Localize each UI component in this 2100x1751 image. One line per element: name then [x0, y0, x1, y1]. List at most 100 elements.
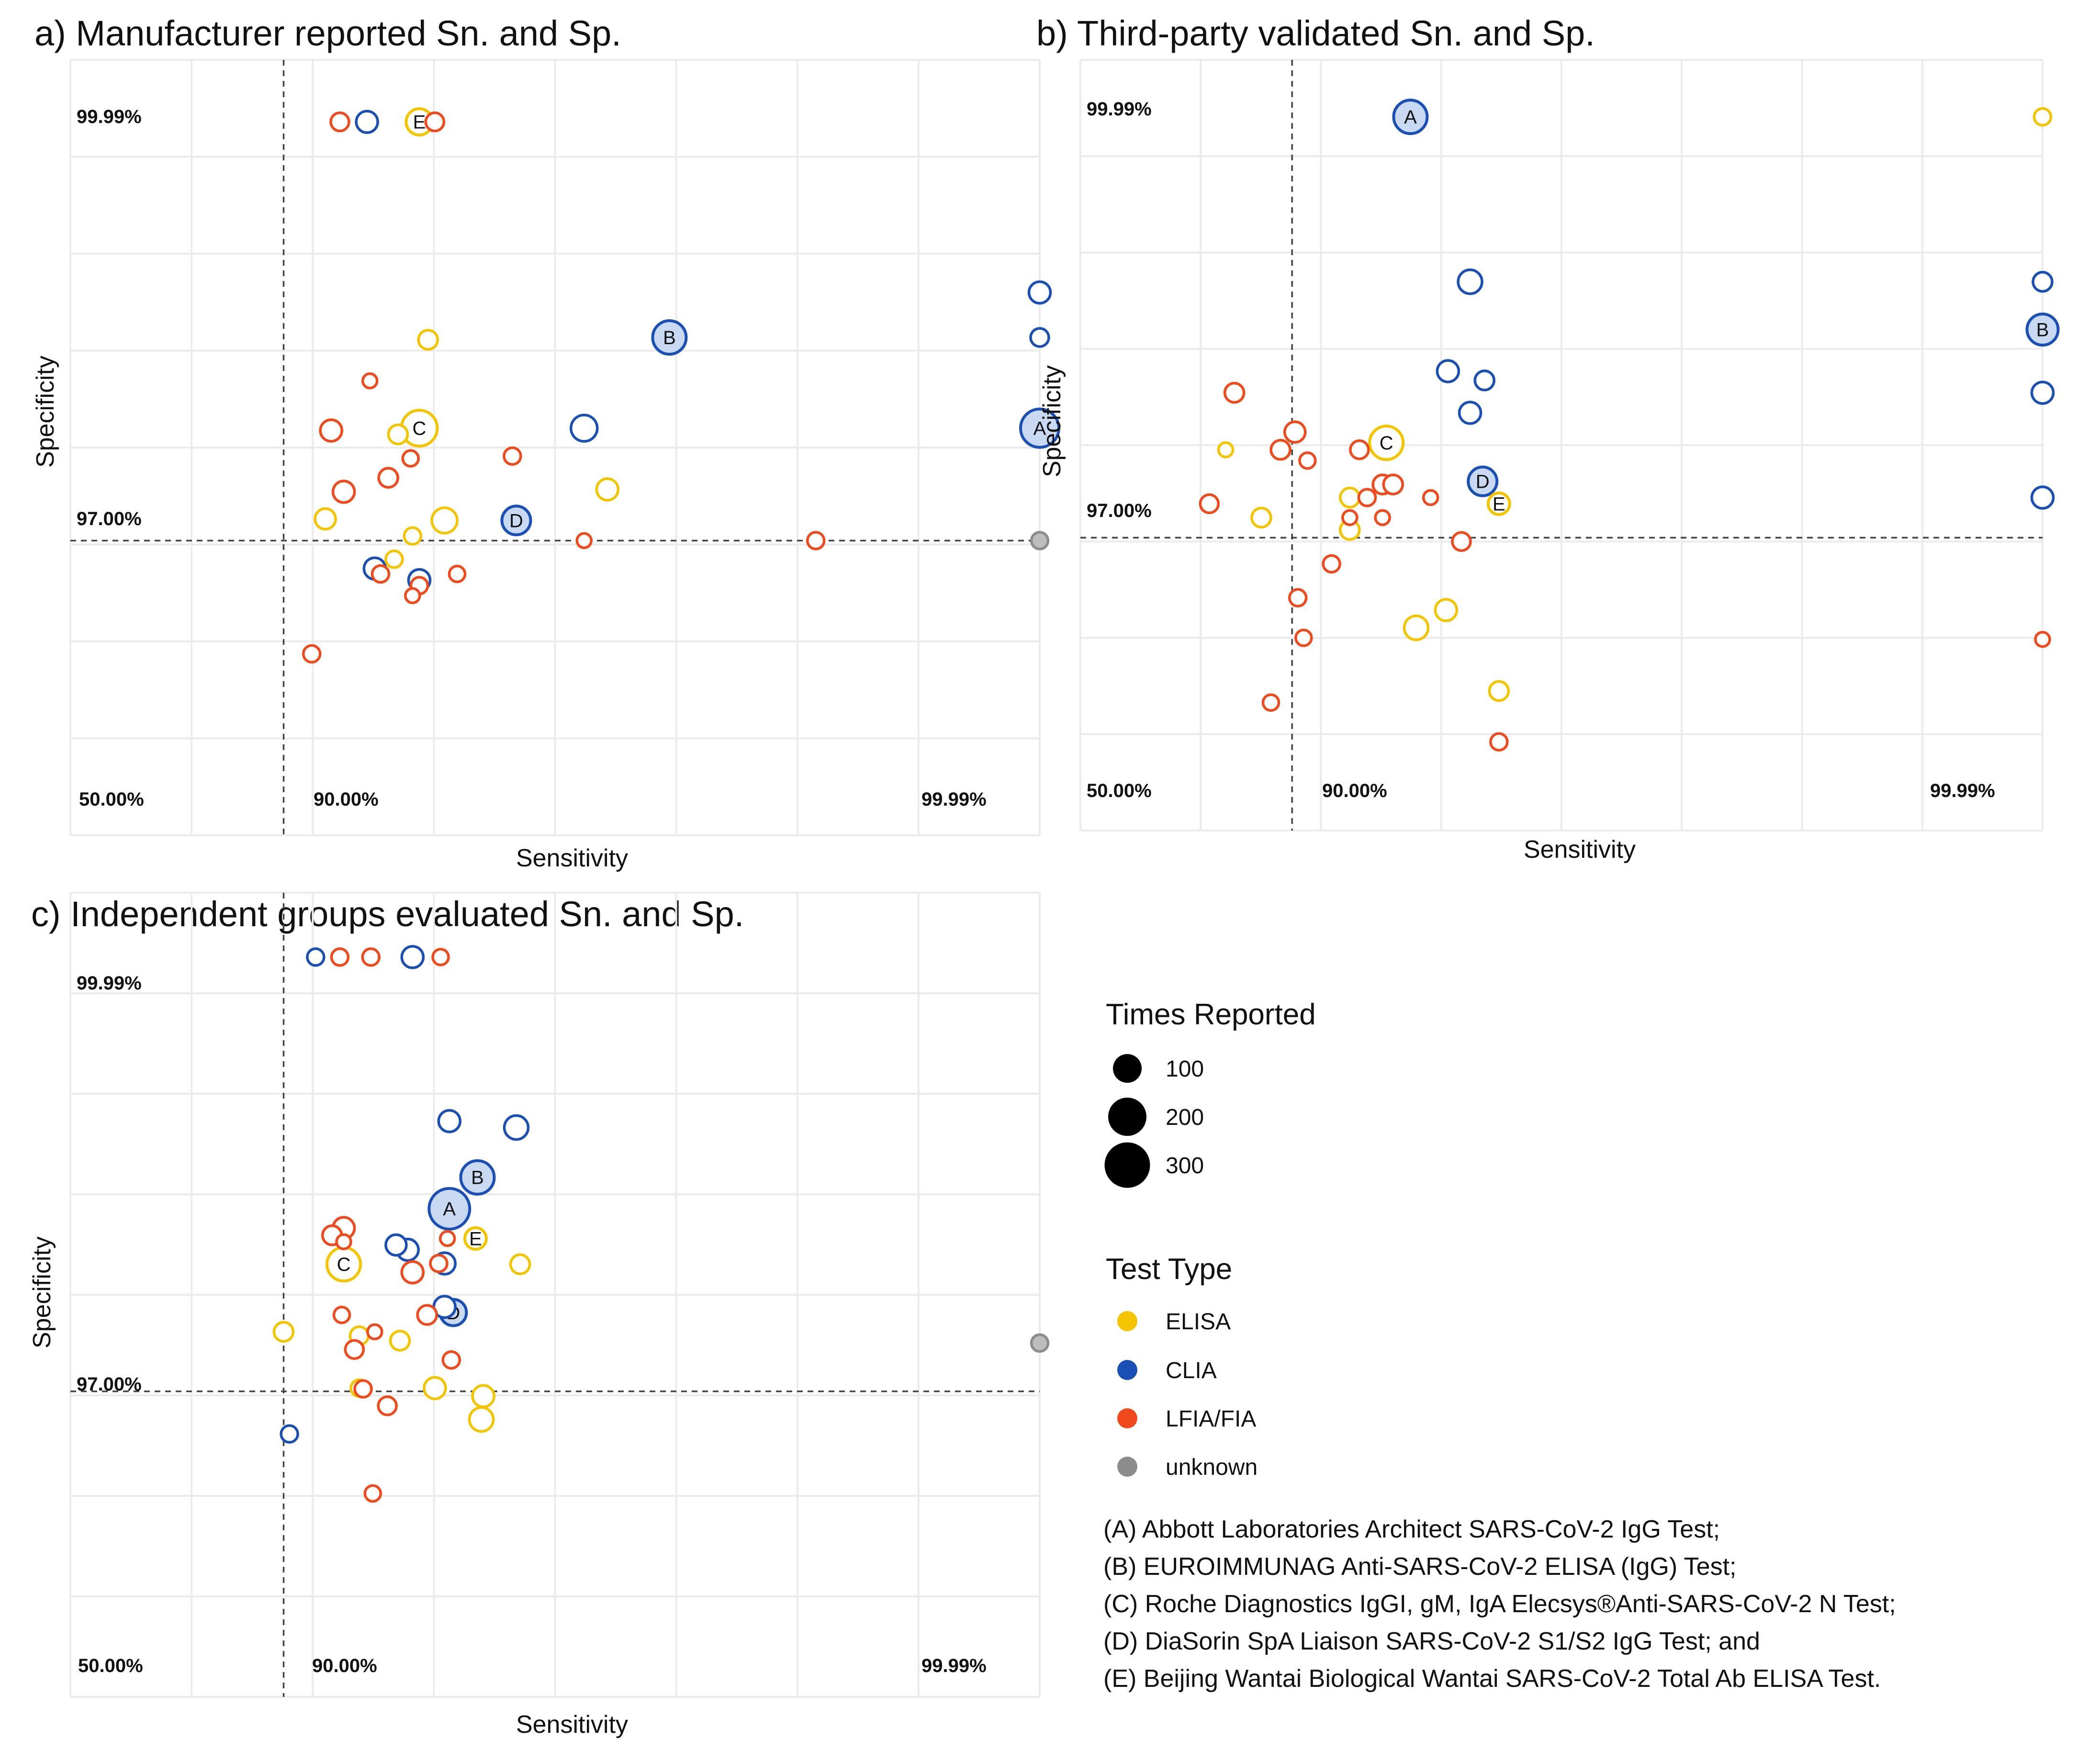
panel-c-x-tick-left: 50.00%: [78, 1655, 143, 1676]
legend-color-label: CLIA: [1166, 1358, 1217, 1383]
legend-footnotes: (A) Abbott Laboratories Architect SARS-C…: [1103, 1515, 1896, 1693]
data-point: [332, 1305, 351, 1324]
data-point: [366, 1323, 383, 1341]
panel-c-grid: [69, 892, 1041, 1698]
data-point: [335, 1233, 352, 1250]
data-point-label: B: [663, 327, 676, 348]
data-point: [437, 1109, 462, 1134]
data-point: [1223, 382, 1246, 404]
panel-b-y-tick-top: 99.99%: [1087, 99, 1152, 120]
data-point: [417, 329, 439, 351]
data-point: [1488, 680, 1510, 702]
data-point: [1298, 451, 1317, 470]
data-point-label: D: [1476, 471, 1490, 493]
panel-b-points: A C B DE: [1199, 99, 2060, 752]
data-point: [272, 1321, 295, 1343]
panel-b-y-axis-label: Specificity: [1038, 365, 1066, 477]
data-point: [2032, 270, 2054, 293]
data-point: [329, 111, 350, 133]
data-point: [1403, 614, 1430, 641]
data-point: [1322, 554, 1341, 574]
data-point: [302, 644, 322, 664]
data-point: [1451, 531, 1472, 552]
data-point: [2025, 313, 2060, 347]
legend-color-label: ELISA: [1166, 1309, 1231, 1335]
data-point: [389, 1330, 411, 1352]
panel-a-y-tick-top: 99.99%: [77, 106, 142, 127]
data-point: [1294, 629, 1313, 647]
data-point: [1473, 370, 1495, 392]
data-point: [1357, 488, 1377, 507]
panel-a-y-axis-label: Specificity: [32, 356, 59, 468]
data-point-label: B: [471, 1167, 484, 1189]
data-point: [377, 467, 399, 489]
legend-size-label: 100: [1166, 1056, 1204, 1082]
footnote-b: (B) EUROIMMUNAG Anti-SARS-CoV-2 ELISA (I…: [1103, 1553, 1736, 1581]
data-point: [1199, 493, 1220, 515]
data-point: [503, 1114, 530, 1141]
data-point: [595, 477, 620, 502]
data-point: [384, 550, 404, 569]
data-point: [1436, 359, 1460, 383]
data-point: [1261, 693, 1280, 712]
data-point-label: A: [443, 1199, 456, 1220]
data-point-label: C: [337, 1254, 351, 1275]
panel-b-x-tick-right: 99.99%: [1930, 780, 1995, 801]
data-point: [331, 480, 356, 504]
panel-b-x-axis-label: Sensitivity: [1524, 836, 1636, 864]
data-point: [1489, 732, 1509, 752]
panel-a-x-tick-right: 99.99%: [921, 789, 987, 810]
data-point: [429, 1254, 449, 1273]
legend-size-key: [1113, 1054, 1142, 1083]
data-point: [570, 414, 599, 443]
panel-a-grid: [69, 59, 1041, 836]
legend-color-key: [1117, 1457, 1137, 1477]
data-point: [438, 1230, 456, 1247]
data-point: [2033, 107, 2053, 127]
legend-color-label: LFIA/FIA: [1166, 1406, 1256, 1432]
data-point: [404, 587, 421, 605]
data-point: [1027, 280, 1052, 305]
data-point: [2034, 630, 2051, 648]
data-point: [1457, 268, 1483, 295]
data-point: [1349, 439, 1370, 460]
legend: Times Reported 100 200 300 Test Type ELISA…: [1103, 998, 1896, 1693]
data-point: [1019, 407, 1060, 449]
data-point: [403, 526, 423, 546]
data-point: [306, 947, 326, 967]
panel-a: a) Manufacturer reported Sn. and Sp. A C B…: [32, 13, 1060, 872]
data-point: [1288, 588, 1308, 608]
data-point: [401, 449, 420, 468]
data-point: [400, 945, 425, 969]
data-point: [330, 947, 350, 967]
data-point: [424, 111, 446, 133]
footnote-d: (D) DiaSorin SpA Liaison SARS-CoV-2 S1/S…: [1103, 1628, 1760, 1655]
panel-c-y-axis-label: Specificity: [28, 1236, 56, 1348]
data-point: [423, 1376, 447, 1401]
data-point: [441, 1350, 461, 1370]
data-point-label: A: [1033, 418, 1046, 439]
data-point: [1341, 509, 1359, 527]
panel-a-x-axis-label: Sensitivity: [516, 844, 628, 872]
data-point: [353, 1379, 373, 1399]
data-point: [361, 947, 381, 967]
legend-size-key: [1108, 1098, 1146, 1136]
panel-b-grid: [1079, 59, 2044, 831]
footnote-c: (C) Roche Diagnostics IgGI, gM, IgA Elec…: [1103, 1590, 1896, 1618]
data-point-label: D: [509, 510, 523, 531]
data-point: [468, 1406, 495, 1433]
data-point: [430, 506, 459, 535]
data-point-label: C: [1380, 433, 1393, 454]
panel-c-title: c) Independent groups evaluated Sn. and …: [31, 894, 744, 934]
data-point-label: B: [2036, 320, 2049, 341]
panel-c-x-tick-ref: 90.00%: [312, 1655, 377, 1676]
panel-c-x-axis-label: Sensitivity: [516, 1711, 628, 1739]
legend-color-key: [1117, 1360, 1137, 1380]
data-point: [416, 1304, 438, 1326]
data-point: [448, 564, 467, 584]
data-point: [1030, 1333, 1050, 1353]
legend-size-label: 300: [1166, 1153, 1204, 1179]
legend-color-label: unknown: [1166, 1455, 1258, 1480]
panel-a-x-tick-left: 50.00%: [79, 789, 144, 810]
